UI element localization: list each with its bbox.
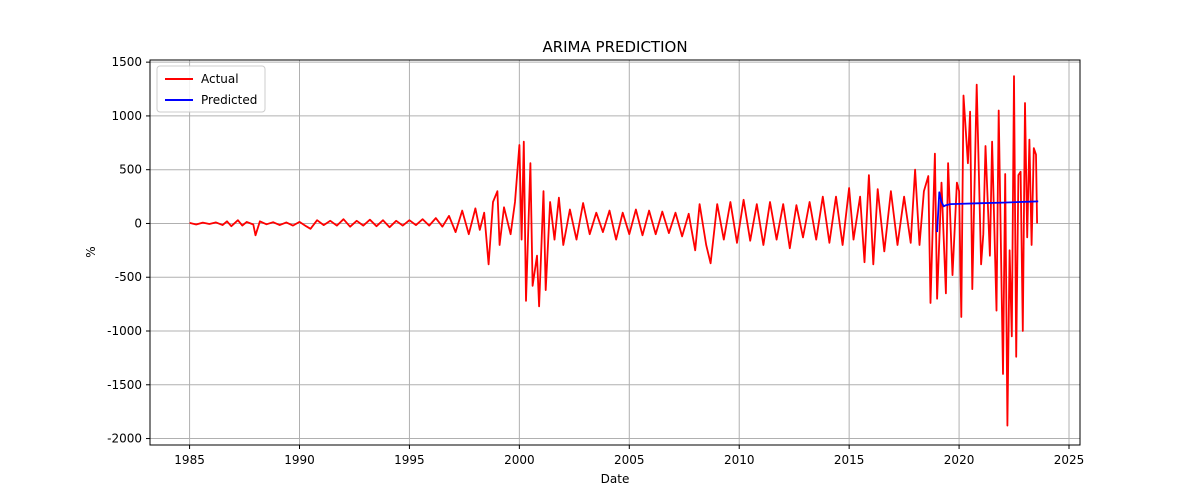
x-tick-label: 1985 [174,453,205,467]
y-tick-label: -1500 [107,378,142,392]
y-tick-label: 1000 [111,109,142,123]
x-tick-label: 2000 [504,453,535,467]
y-axis-label: % [84,246,98,257]
y-axis: -2000 -1500 -1000 -500 0 500 1000 1500 [107,55,150,446]
y-tick-label: 0 [134,216,142,230]
x-tick-label: 2015 [834,453,865,467]
x-tick-label: 1990 [284,453,315,467]
chart-title: ARIMA PREDICTION [542,38,687,56]
grid-lines [150,60,1080,445]
y-tick-label: 1500 [111,55,142,69]
x-tick-label: 2005 [614,453,645,467]
plot-frame [149,59,1081,446]
plot-lines [189,75,1039,427]
y-tick-label: -500 [115,270,142,284]
x-axis: 1985 1990 1995 2000 2005 2010 2015 2020 2025 [174,445,1084,467]
legend-label: Predicted [201,93,257,107]
legend-label: Actual [201,72,239,86]
y-tick-label: -1000 [107,324,142,338]
x-tick-label: 2025 [1054,453,1085,467]
x-tick-label: 2010 [724,453,755,467]
y-tick-label: -2000 [107,432,142,446]
series-line-actual [189,75,1038,427]
y-tick-label: 500 [119,163,142,177]
x-axis-label: Date [601,472,630,486]
x-tick-label: 1995 [394,453,425,467]
series-line-predicted [936,191,1039,233]
legend: Actual Predicted [156,65,266,113]
x-tick-label: 2020 [944,453,975,467]
